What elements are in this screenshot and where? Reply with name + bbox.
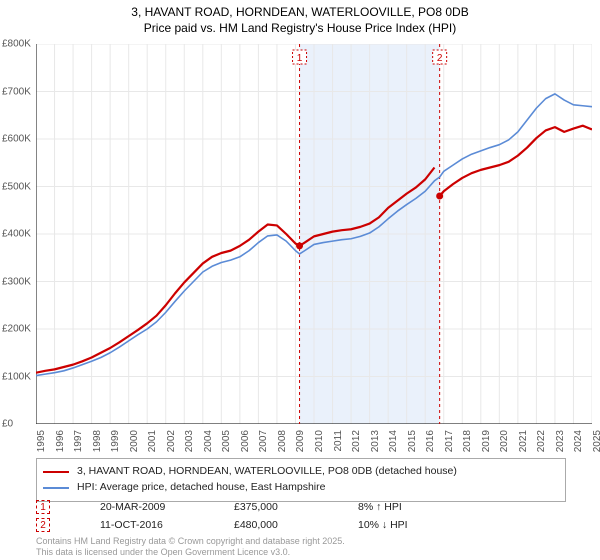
annotation-date-2: 11-OCT-2016	[100, 519, 210, 531]
annotation-price-2: £480,000	[234, 519, 334, 531]
x-tick-label: 2001	[147, 430, 158, 452]
y-tick-label: £0	[0, 419, 38, 430]
license-line-2: This data is licensed under the Open Gov…	[36, 547, 566, 558]
y-tick-label: £100K	[0, 371, 38, 382]
x-tick-label: 2022	[536, 430, 547, 452]
x-tick-label: 2005	[221, 430, 232, 452]
svg-text:2: 2	[437, 53, 443, 64]
y-tick-label: £200K	[0, 324, 38, 335]
x-tick-label: 2002	[166, 430, 177, 452]
x-axis: 1995 1996 1997 1998 1999 2000 2001 2002 2003 2004…	[36, 424, 592, 458]
y-axis: £0£100K£200K£300K£400K£500K£600K£700K£80…	[0, 44, 36, 424]
x-tick-label: 2024	[573, 430, 584, 452]
x-tick-label: 2007	[258, 430, 269, 452]
x-tick-label: 1995	[36, 430, 47, 452]
x-tick-label: 2010	[314, 430, 325, 452]
license-text: Contains HM Land Registry data © Crown c…	[36, 536, 566, 558]
x-tick-label: 1998	[92, 430, 103, 452]
x-tick-label: 2006	[240, 430, 251, 452]
title-line-1: 3, HAVANT ROAD, HORNDEAN, WATERLOOVILLE,…	[0, 4, 600, 20]
annotation-delta-2: 10% ↓ HPI	[358, 519, 408, 531]
legend-label-hpi: HPI: Average price, detached house, East…	[77, 480, 325, 496]
x-tick-label: 2025	[592, 430, 600, 452]
y-tick-label: £800K	[0, 39, 38, 50]
x-tick-label: 2023	[555, 430, 566, 452]
x-tick-label: 2016	[425, 430, 436, 452]
x-tick-label: 2004	[203, 430, 214, 452]
x-tick-label: 2021	[518, 430, 529, 452]
x-tick-label: 2019	[481, 430, 492, 452]
annotation-marker-2: 2	[36, 518, 50, 532]
annotation-date-1: 20-MAR-2009	[100, 501, 210, 513]
x-tick-label: 2018	[462, 430, 473, 452]
license-line-1: Contains HM Land Registry data © Crown c…	[36, 536, 566, 547]
x-tick-label: 2000	[129, 430, 140, 452]
legend: 3, HAVANT ROAD, HORNDEAN, WATERLOOVILLE,…	[36, 458, 566, 502]
x-tick-label: 1996	[55, 430, 66, 452]
legend-swatch-hpi	[43, 487, 69, 489]
chart-container: 3, HAVANT ROAD, HORNDEAN, WATERLOOVILLE,…	[0, 0, 600, 560]
legend-label-subject: 3, HAVANT ROAD, HORNDEAN, WATERLOOVILLE,…	[77, 464, 457, 480]
x-tick-label: 2003	[184, 430, 195, 452]
annotation-delta-1: 8% ↑ HPI	[358, 501, 402, 513]
y-tick-label: £700K	[0, 86, 38, 97]
plot-svg: 12	[36, 44, 592, 424]
annotation-row-1: 1 20-MAR-2009 £375,000 8% ↑ HPI	[36, 498, 566, 516]
x-tick-label: 1999	[110, 430, 121, 452]
legend-swatch-subject	[43, 471, 69, 473]
x-tick-label: 2015	[407, 430, 418, 452]
x-tick-label: 2020	[499, 430, 510, 452]
y-tick-label: £500K	[0, 181, 38, 192]
x-tick-label: 2013	[370, 430, 381, 452]
y-tick-label: £400K	[0, 229, 38, 240]
y-tick-label: £600K	[0, 134, 38, 145]
x-tick-label: 2017	[444, 430, 455, 452]
annotation-price-1: £375,000	[234, 501, 334, 513]
x-tick-label: 1997	[73, 430, 84, 452]
x-tick-label: 2008	[277, 430, 288, 452]
x-tick-label: 2009	[295, 430, 306, 452]
title-line-2: Price paid vs. HM Land Registry's House …	[0, 20, 600, 36]
legend-row-subject: 3, HAVANT ROAD, HORNDEAN, WATERLOOVILLE,…	[43, 464, 559, 480]
svg-text:1: 1	[297, 53, 303, 64]
x-tick-label: 2012	[351, 430, 362, 452]
y-tick-label: £300K	[0, 276, 38, 287]
legend-row-hpi: HPI: Average price, detached house, East…	[43, 480, 559, 496]
annotation-row-2: 2 11-OCT-2016 £480,000 10% ↓ HPI	[36, 516, 566, 534]
plot-area: 12	[36, 44, 592, 424]
x-tick-label: 2014	[388, 430, 399, 452]
x-tick-label: 2011	[333, 430, 344, 452]
chart-titles: 3, HAVANT ROAD, HORNDEAN, WATERLOOVILLE,…	[0, 0, 600, 36]
annotation-table: 1 20-MAR-2009 £375,000 8% ↑ HPI 2 11-OCT…	[36, 498, 566, 534]
annotation-marker-1: 1	[36, 500, 50, 514]
